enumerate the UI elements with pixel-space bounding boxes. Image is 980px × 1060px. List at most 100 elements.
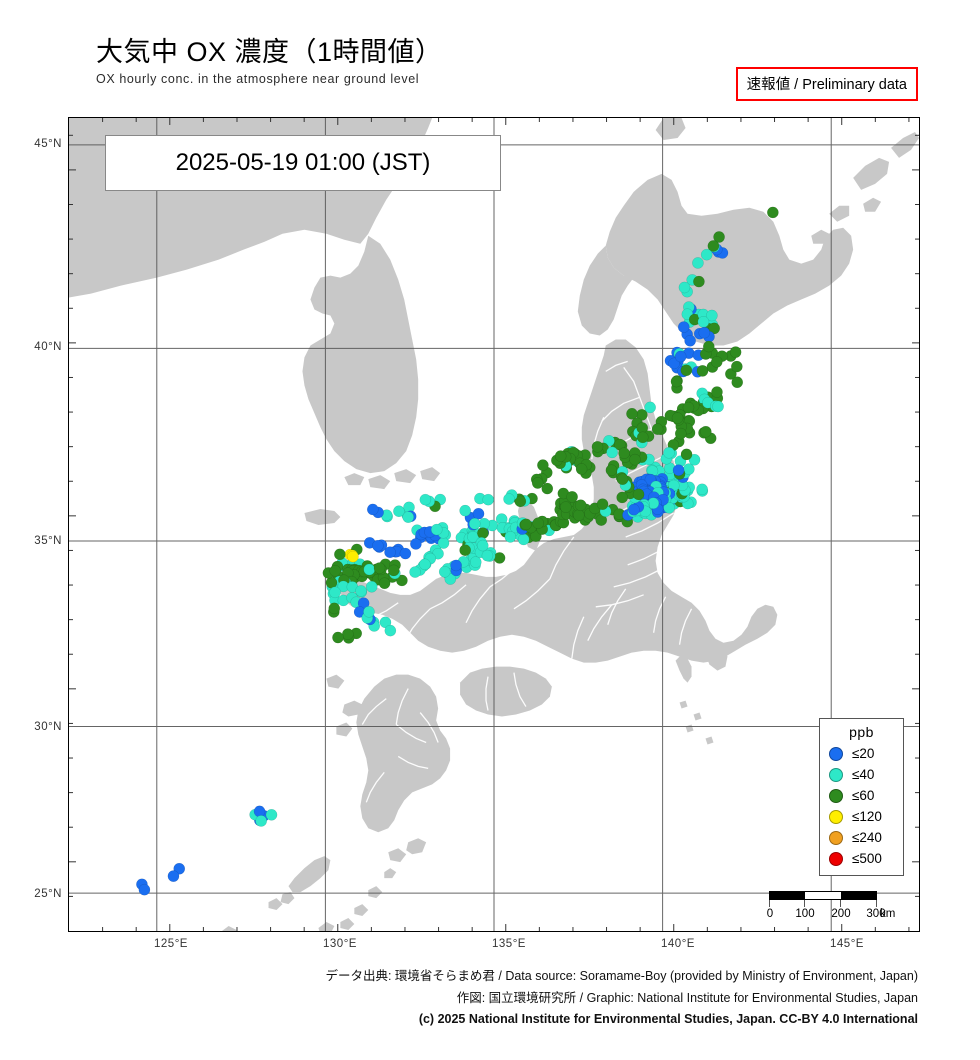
observation-point (138, 883, 151, 896)
observation-point (674, 350, 687, 363)
x-tick-label: 145°E (830, 938, 864, 950)
scale-label: 100 (795, 908, 815, 920)
legend-item-label: ≤240 (852, 830, 882, 845)
observation-point (574, 499, 587, 512)
scale-bar-segments (769, 891, 877, 900)
observation-point (481, 549, 494, 562)
observation-point (663, 502, 676, 514)
legend-swatch-icon (829, 830, 843, 845)
footer-copyright: (c) 2025 National Institute for Environm… (418, 1012, 918, 1026)
korea-peninsula (302, 235, 419, 474)
observation-point (265, 808, 278, 821)
observation-point (467, 531, 479, 543)
scale-tick (769, 900, 770, 907)
observation-point (682, 401, 695, 414)
observation-point (605, 464, 618, 477)
legend-rows: ≤20 ≤40 ≤60 ≤120 ≤240 ≤500 (820, 743, 903, 869)
y-tick-label: 40°N (34, 341, 62, 353)
observation-point (472, 507, 485, 520)
footer: データ出典: 環境省そらまめ君 / Data source: Soramame-… (0, 966, 980, 1031)
observation-point (618, 447, 630, 460)
observation-point (629, 453, 641, 466)
observation-point (696, 365, 709, 377)
observation-point (409, 566, 421, 578)
legend-swatch-icon (829, 767, 843, 782)
observation-point (603, 434, 615, 447)
observation-point (363, 563, 376, 576)
observation-point (329, 564, 342, 577)
y-tick-label: 25°N (34, 888, 62, 900)
kyushu (356, 674, 451, 833)
observation-point (730, 360, 743, 373)
hokkaido (605, 173, 854, 346)
observation-point (616, 491, 629, 504)
legend-swatch-icon (829, 746, 843, 761)
scale-tick (876, 900, 877, 907)
observation-point (366, 503, 379, 516)
observation-point (419, 493, 432, 506)
observation-point (680, 448, 693, 461)
observation-point (708, 322, 721, 335)
observation-point (575, 463, 588, 475)
legend-item-label: ≤20 (852, 746, 875, 761)
legend-swatch-icon (829, 788, 843, 803)
observation-point (672, 464, 685, 477)
observation-point (531, 477, 544, 489)
observation-point (663, 446, 675, 459)
footer-data-source: データ出典: 環境省そらまめ君 / Data source: Soramame-… (325, 969, 918, 983)
observation-point (692, 257, 704, 269)
observation-point (711, 386, 723, 398)
observation-point (731, 376, 744, 389)
map-plot-area[interactable]: 2025-05-19 01:00 (JST) ppb ≤20 ≤40 ≤60 ≤120… (68, 117, 920, 932)
observation-point (450, 559, 462, 572)
observation-point (255, 815, 267, 827)
observation-point (674, 427, 687, 440)
observation-point (702, 340, 715, 353)
observation-point (469, 556, 482, 568)
y-tick-label: 45°N (34, 138, 62, 150)
legend-item: ≤20 (820, 743, 903, 764)
observation-point (373, 562, 386, 574)
preliminary-data-badge: 速報値 / Preliminary data (735, 67, 918, 101)
observation-point (572, 509, 585, 522)
observation-point (537, 459, 549, 471)
page-title: 大気中 OX 濃度（1時間値） (96, 37, 443, 67)
observation-point (541, 482, 554, 495)
observation-point (706, 309, 718, 322)
legend-item: ≤40 (820, 764, 903, 785)
observation-point (253, 805, 266, 818)
scale-unit-label: km (880, 908, 896, 920)
observation-point (559, 501, 572, 513)
observation-point (347, 550, 359, 563)
observation-point (671, 412, 684, 424)
observation-point (712, 400, 724, 413)
observation-point (514, 495, 527, 508)
legend-item-label: ≤120 (852, 809, 882, 824)
legend-item-label: ≤60 (852, 788, 875, 803)
okinawa-island (268, 856, 331, 911)
x-tick-label: 135°E (492, 938, 526, 950)
legend-item-label: ≤40 (852, 767, 875, 782)
minor-tick-group (69, 118, 919, 931)
observation-point (396, 574, 408, 587)
observation-point (384, 624, 397, 637)
observation-point (393, 505, 405, 518)
scale-segment (770, 892, 806, 899)
observation-point (632, 488, 645, 501)
observation-point (616, 473, 629, 486)
observation-point (591, 440, 604, 453)
observation-point (713, 231, 725, 243)
observation-point (372, 539, 384, 552)
kuril-islands (811, 131, 919, 244)
observation-point (626, 407, 638, 420)
scale-segment (805, 892, 841, 899)
kyushu-west-islands (326, 674, 363, 737)
observation-point (688, 453, 701, 466)
observation-point (767, 206, 779, 219)
observation-point (503, 493, 515, 505)
nansei-islands (318, 868, 397, 931)
legend-item: ≤120 (820, 806, 903, 827)
scale-label: 0 (766, 908, 774, 920)
observation-point (493, 552, 506, 564)
observation-point (399, 547, 412, 560)
